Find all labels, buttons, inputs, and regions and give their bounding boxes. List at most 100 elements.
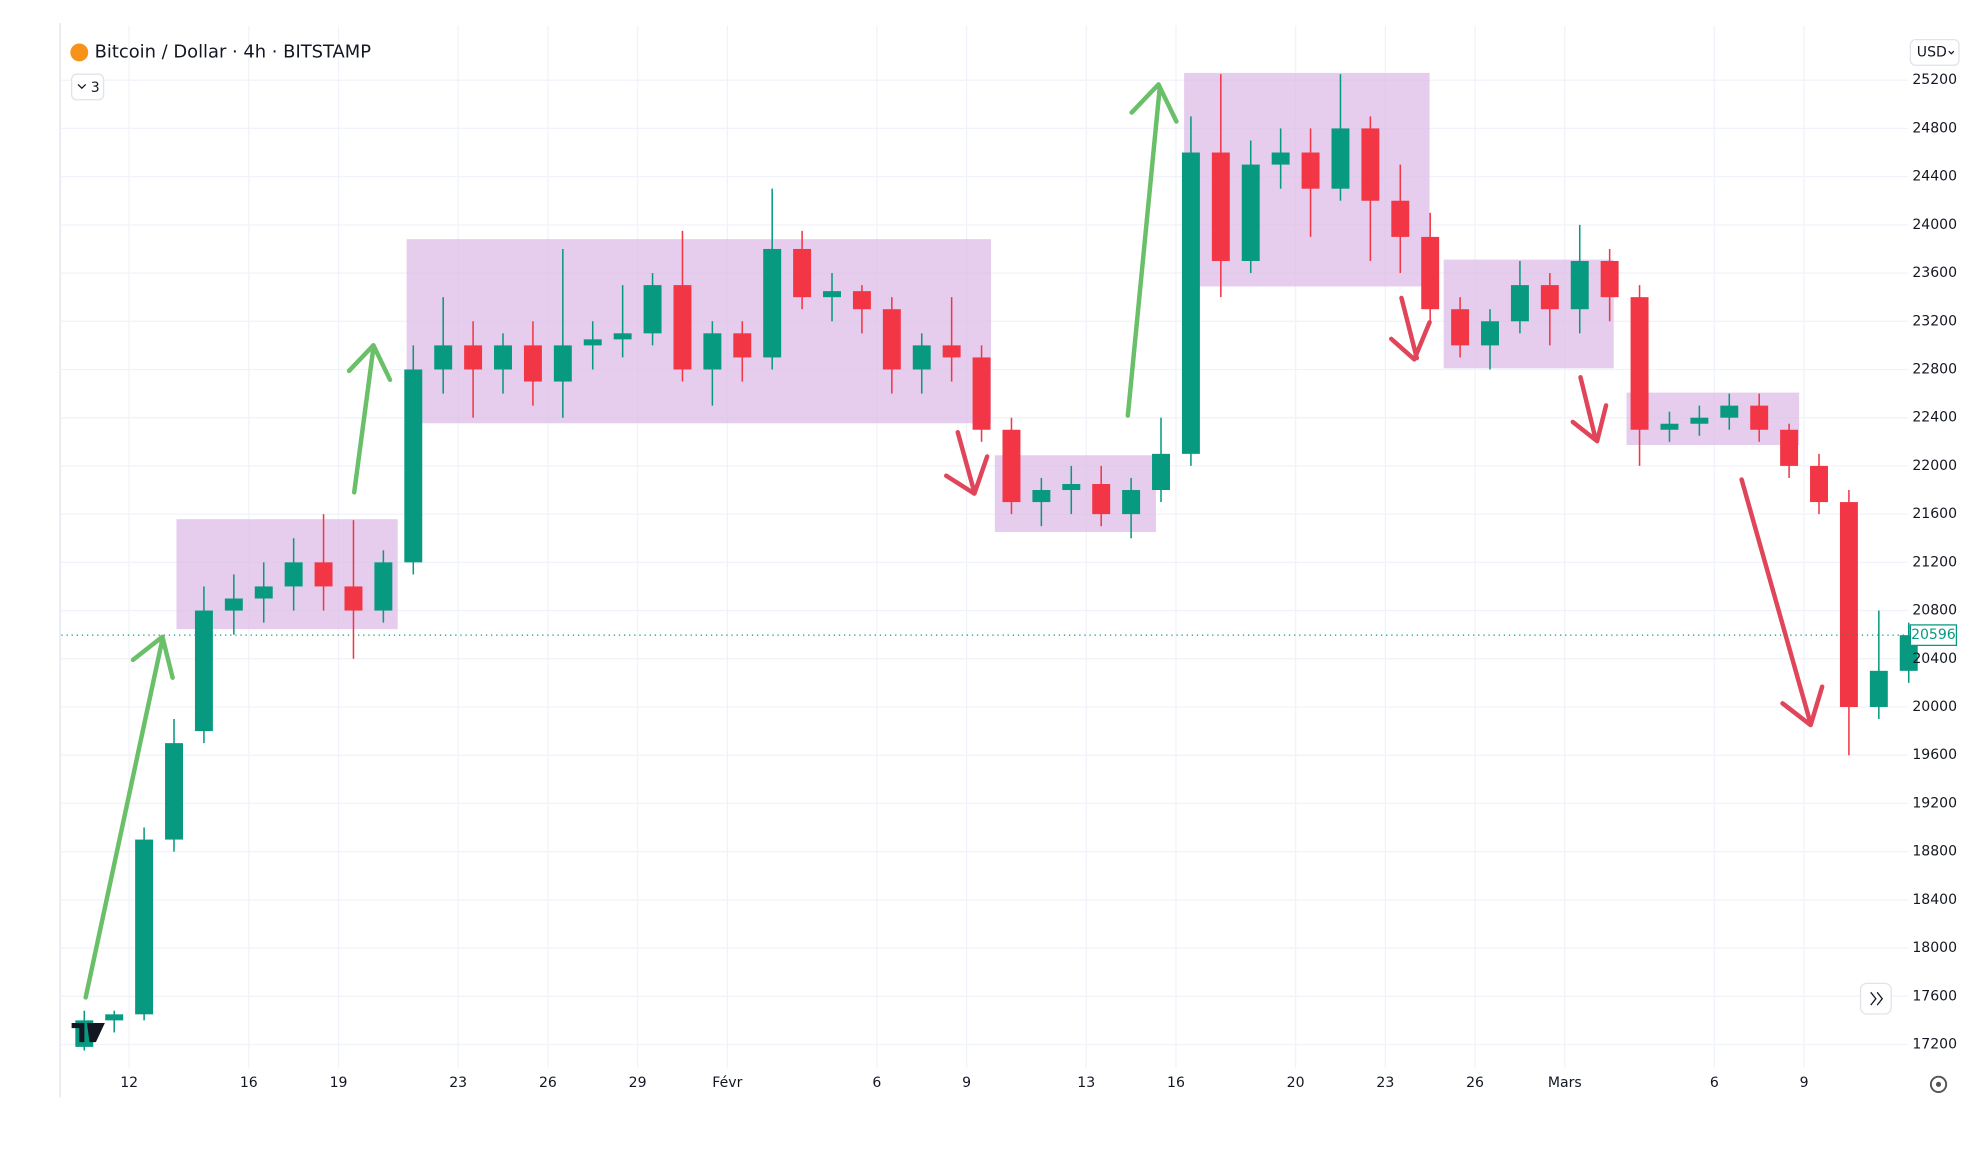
y-tick-label: 19600 (1912, 747, 1957, 763)
candle-body (1062, 483, 1081, 491)
logo (71, 1022, 105, 1043)
candle-body (1780, 429, 1799, 466)
candle-body (1152, 453, 1170, 491)
currency-label[interactable]: USD (1917, 44, 1947, 60)
x-tick-label: 6 (872, 1075, 881, 1091)
candle-body (165, 743, 183, 840)
candle-body (823, 291, 841, 298)
chevron (77, 83, 87, 90)
down-arrow (1739, 477, 1825, 728)
candle-body (972, 357, 991, 430)
range-box (406, 239, 992, 424)
up-arrow (83, 634, 175, 1000)
candle-body (1391, 200, 1410, 237)
candle-body (284, 562, 303, 587)
candle-body (1690, 417, 1709, 424)
candles (75, 74, 1918, 1051)
y-tick-label: 21200 (1912, 554, 1957, 570)
y-tick-label: 18800 (1912, 844, 1957, 860)
settings-icon-dot (1935, 1081, 1942, 1087)
x-tick-label: 29 (629, 1075, 647, 1091)
candle-body (793, 248, 812, 298)
candle-body (523, 345, 542, 382)
candle-body (464, 345, 483, 370)
candle-body (1211, 152, 1230, 262)
candle-body (553, 345, 572, 382)
down-arrow (1570, 375, 1609, 444)
settings-icon[interactable] (1929, 1075, 1948, 1094)
candle-body (314, 562, 333, 587)
x-tick-label: 9 (1800, 1075, 1809, 1091)
candle-body (1600, 261, 1619, 298)
candle-body (1032, 490, 1051, 503)
arrows (83, 82, 1825, 1000)
candle-body (344, 586, 363, 611)
candle-body (374, 562, 393, 611)
last-price-box (1909, 624, 1958, 647)
candle-body (733, 333, 752, 358)
candle-body (1750, 405, 1769, 430)
currency-button[interactable] (1909, 39, 1960, 66)
down-arrow (944, 429, 990, 496)
x-tick-label: 6 (1710, 1075, 1719, 1091)
y-tick-label: 19200 (1912, 795, 1957, 811)
y-tick-label: 24000 (1912, 217, 1957, 233)
scroll-icon (1870, 991, 1884, 1006)
up-arrow (1125, 82, 1179, 418)
candle-body (224, 598, 243, 611)
candle-body (1271, 152, 1290, 165)
x-tick-label: 26 (539, 1075, 557, 1091)
x-tick-label: 19 (330, 1075, 348, 1091)
candle-body (1092, 483, 1111, 515)
y-tick-label: 22000 (1912, 458, 1957, 474)
x-tick-label: 16 (240, 1075, 258, 1091)
x-tick-label: 20 (1287, 1075, 1305, 1091)
x-tick-label: 26 (1466, 1075, 1484, 1091)
chart-title: Bitcoin / Dollar · 4h · BITSTAMP (95, 41, 372, 62)
candle-body (1331, 128, 1350, 189)
axes: 17200 17600 18000 18400 18800 19200 19600 20000… (61, 72, 1958, 1091)
candle-body (1122, 490, 1141, 515)
candle-body (135, 839, 154, 1015)
candle-body (434, 345, 453, 370)
y-tick-label: 20800 (1912, 603, 1957, 619)
range-box (1626, 392, 1800, 446)
y-tick-label: 22400 (1912, 410, 1957, 426)
indicators-toggle[interactable] (70, 73, 105, 101)
candle-body (882, 309, 901, 370)
candle-body (673, 285, 692, 370)
candle-body (1002, 429, 1021, 503)
y-tick-label: 24400 (1912, 169, 1957, 185)
candle-body (1570, 261, 1589, 310)
candle-body (1481, 321, 1499, 346)
candle-body (1869, 670, 1888, 707)
y-tick-label: 23600 (1912, 265, 1957, 281)
candle-body (1510, 285, 1529, 322)
candle-body (1720, 405, 1739, 418)
candle-body (1421, 236, 1440, 310)
candle-body (912, 345, 931, 370)
candle-body (494, 345, 512, 370)
last-price-label: 20596 (1911, 627, 1956, 643)
y-tick-label: 22800 (1912, 361, 1957, 377)
candle-body (1361, 128, 1380, 201)
candle-body (1241, 164, 1260, 262)
x-tick-label: 16 (1167, 1075, 1185, 1091)
x-tick-label: 23 (1376, 1075, 1394, 1091)
candle-body (583, 339, 602, 346)
x-tick-label: 23 (449, 1075, 467, 1091)
candle-body (942, 345, 961, 358)
y-tick-label: 18400 (1912, 892, 1957, 908)
candle-body (1181, 152, 1200, 454)
indicators-count[interactable]: 3 (91, 80, 100, 96)
candle-body (643, 285, 662, 334)
y-tick-label: 20400 (1912, 651, 1957, 667)
candle-body (1451, 309, 1470, 346)
y-tick-label: 17200 (1912, 1036, 1957, 1052)
candle-body (105, 1014, 124, 1021)
candle-body (1630, 297, 1649, 430)
y-tick-label: 23200 (1912, 313, 1957, 329)
y-tick-label: 17600 (1912, 988, 1957, 1004)
candle-body (194, 610, 213, 732)
